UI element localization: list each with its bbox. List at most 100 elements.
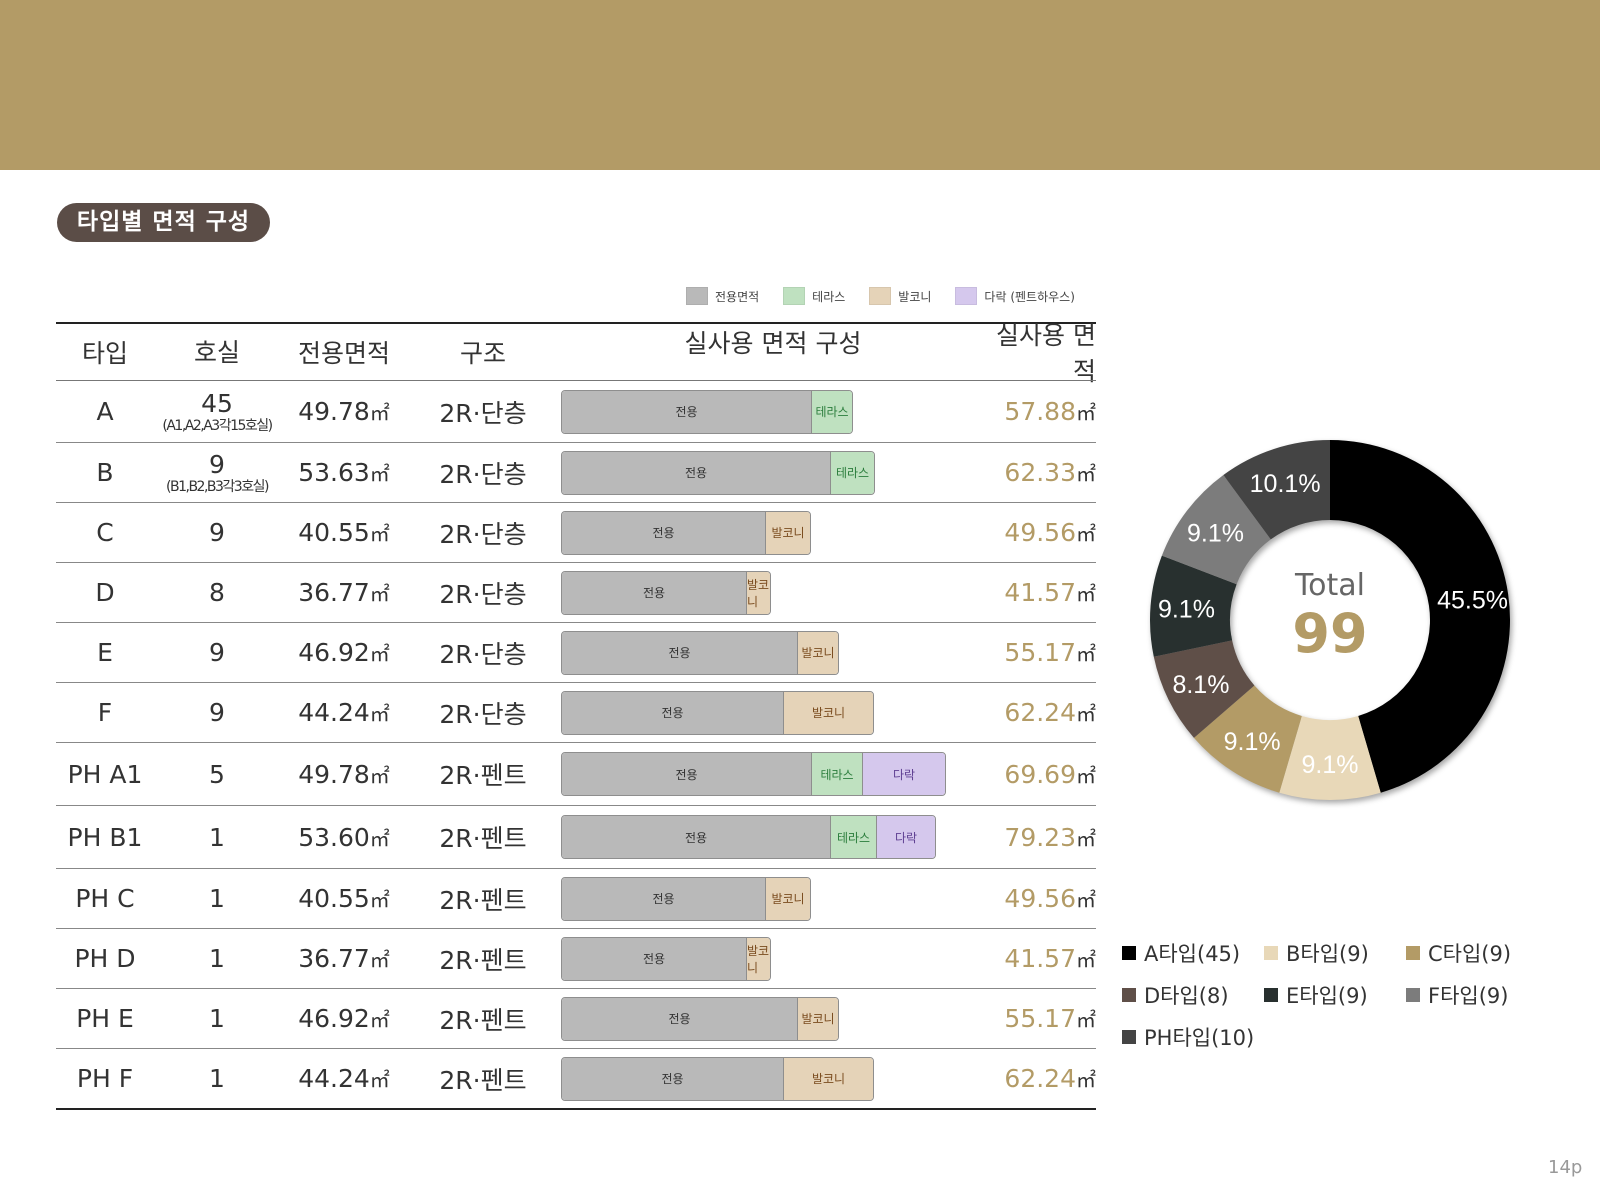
area-value: 40.55 (298, 518, 370, 547)
segment-terrace: 테라스 (830, 816, 876, 858)
total-unit: ㎡ (1076, 1008, 1096, 1032)
donut-slice-label: 9.1% (1302, 751, 1359, 779)
segment-terrace: 테라스 (830, 451, 874, 494)
rooms-note: (B1,B2,B3각3호실) (166, 478, 269, 495)
rooms-cell: 8 (154, 580, 280, 605)
donut-legend-label: B타입(9) (1286, 942, 1369, 966)
segment-exclusive: 전용 (562, 816, 830, 858)
type-cell: D (95, 578, 115, 607)
type-cell: PH C (75, 884, 135, 913)
legend-label: 테라스 (812, 289, 846, 304)
donut-slice-label: 8.1% (1172, 671, 1229, 699)
legend-label: 발코니 (898, 289, 932, 304)
composition-bar: 전용 발코니 (561, 690, 874, 735)
legend-swatch (869, 287, 892, 305)
donut-legend-swatch (1406, 988, 1420, 1002)
header-composition: 실사용 면적 구성 (684, 329, 862, 358)
donut-slice-label: 9.1% (1158, 595, 1215, 623)
donut-slice (1150, 555, 1237, 657)
donut-legend-item: A타입(45) (1122, 938, 1240, 968)
header-band (0, 0, 1600, 170)
area-value: 49.78 (298, 397, 370, 426)
type-cell: PH F (76, 1064, 134, 1093)
structure-cell: 2R·단층 (439, 699, 527, 729)
composition-cell: 전용 발코니 (558, 503, 988, 562)
rooms-cell: 45 (A1,A2,A3각15호실) (154, 391, 280, 433)
donut-slice (1153, 640, 1255, 738)
area-cell: 46.92㎡ (280, 1004, 408, 1033)
area-cell: 46.92㎡ (280, 638, 408, 667)
area-cell: 53.63㎡ (280, 458, 408, 487)
total-value: 49.56 (1004, 518, 1076, 547)
donut-legend-item: C타입(9) (1406, 938, 1511, 968)
table-header: 타입 호실 전용면적 구조 실사용 면적 구성 실사용 면적 (56, 321, 1096, 386)
structure-cell: 2R·단층 (439, 459, 527, 489)
composition-cell: 전용 발코니 (558, 563, 988, 622)
segment-balcony: 발코니 (783, 1057, 873, 1100)
total-unit: ㎡ (1076, 462, 1096, 486)
segment-balcony: 발코니 (783, 691, 873, 734)
total-cell: 62.24㎡ (988, 698, 1096, 727)
composition-cell: 전용 발코니 (558, 929, 988, 988)
rooms-count: 1 (209, 822, 225, 852)
area-unit: ㎡ (369, 1008, 390, 1032)
total-value: 69.69 (1004, 759, 1076, 789)
total-value: 55.17 (1004, 1004, 1076, 1033)
total-cell: 62.24㎡ (988, 1064, 1096, 1093)
donut-legend-label: PH타입(10) (1144, 1026, 1255, 1050)
rooms-count: 9 (209, 449, 225, 479)
rooms-count: 1 (209, 884, 225, 913)
rooms-note: (A1,A2,A3각15호실) (162, 417, 273, 434)
composition-bar: 전용 발코니 (561, 510, 811, 555)
segment-balcony: 발코니 (797, 997, 838, 1040)
donut-legend-label: C타입(9) (1428, 942, 1512, 966)
legend-swatch (955, 287, 978, 305)
total-value: 41.57 (1004, 578, 1076, 607)
table-row: PH B1 1 53.60㎡ 2R·펜트 전용 테라스 다락 79.23㎡ (56, 806, 1096, 869)
area-value: 36.77 (298, 944, 370, 973)
segment-exclusive: 전용 (562, 631, 797, 674)
total-value: 55.17 (1004, 638, 1076, 667)
rooms-cell: 9 (154, 640, 280, 665)
legend-item: 발코니 (869, 287, 931, 305)
composition-cell: 전용 발코니 (558, 869, 988, 928)
total-unit: ㎡ (1076, 522, 1096, 546)
composition-cell: 전용 발코니 (558, 623, 988, 682)
total-cell: 49.56㎡ (988, 518, 1096, 547)
composition-bar: 전용 발코니 (561, 996, 839, 1041)
legend-swatch (783, 287, 806, 305)
structure-cell: 2R·펜트 (439, 1065, 527, 1095)
donut-legend-label: D타입(8) (1144, 984, 1229, 1008)
type-donut-chart: 45.5% 9.1% 9.1% 8.1% 9.1% 9.1% 10.1% Total 99 (1140, 430, 1520, 810)
rooms-cell: 9 (154, 700, 280, 725)
structure-cell: 2R·펜트 (439, 1005, 527, 1035)
donut-legend-item: F타입(9) (1406, 980, 1508, 1010)
table-row: A 45 (A1,A2,A3각15호실) 49.78㎡ 2R·단층 전용 테라스 57.88㎡ (56, 381, 1096, 443)
area-unit: ㎡ (369, 763, 390, 788)
header-area: 전용면적 (297, 339, 390, 368)
page-number: 14p (1548, 1157, 1583, 1178)
type-cell: F (97, 698, 113, 727)
donut-slice-label: 10.1% (1250, 470, 1321, 498)
total-unit: ㎡ (1076, 888, 1096, 912)
composition-bar: 전용 테라스 다락 (561, 815, 936, 859)
legend-item: 테라스 (783, 287, 845, 305)
structure-cell: 2R·펜트 (439, 945, 527, 975)
area-cell: 44.24㎡ (280, 1064, 408, 1093)
donut-slice-label: 9.1% (1224, 728, 1281, 756)
table-row: PH A1 5 49.78㎡ 2R·펜트 전용 테라스 다락 69.69㎡ (56, 743, 1096, 806)
legend-swatch (686, 287, 708, 305)
area-unit: ㎡ (369, 826, 390, 851)
composition-cell: 전용 테라스 (558, 443, 988, 502)
segment-exclusive: 전용 (562, 1057, 783, 1100)
structure-cell: 2R·펜트 (439, 885, 527, 915)
composition-cell: 전용 발코니 (558, 989, 988, 1048)
segment-balcony: 발코니 (746, 571, 770, 614)
type-cell: PH A1 (67, 759, 143, 789)
total-unit: ㎡ (1076, 401, 1096, 425)
legend-item: 전용면적 (686, 287, 759, 305)
area-cell: 53.60㎡ (280, 823, 408, 852)
donut-legend-swatch (1264, 946, 1278, 960)
total-value: 49.56 (1004, 884, 1076, 913)
area-cell: 49.78㎡ (280, 760, 408, 789)
